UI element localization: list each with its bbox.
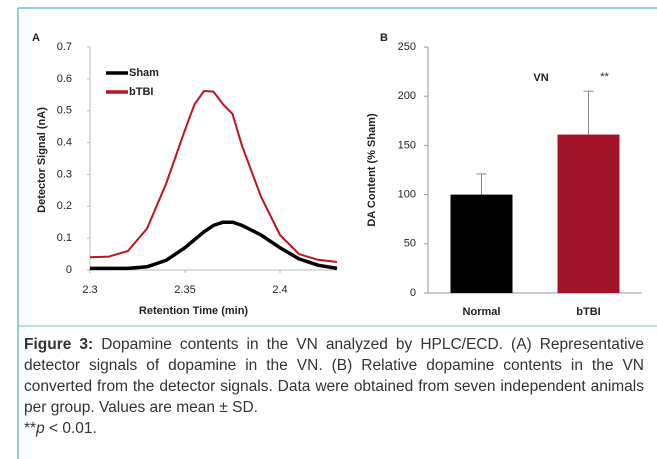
x-tick-label: 2.35 (174, 284, 195, 296)
significance: ** (600, 71, 609, 83)
legend-label: bTBI (129, 86, 153, 98)
bar (450, 194, 513, 293)
y-tick-label: 0.7 (57, 41, 72, 53)
caption-sig: ** (24, 420, 37, 437)
bar (557, 134, 620, 293)
y-tick-label: 0.5 (57, 105, 72, 117)
y-tick-label: 0.3 (57, 168, 72, 180)
x-tick-label: Normal (463, 306, 501, 318)
y-tick-label: 50 (404, 238, 416, 250)
caption-text: Dopamine contents in the VN analyzed by … (24, 336, 644, 416)
panel-label: A (32, 32, 40, 44)
y-tick-label: 0.2 (57, 200, 72, 212)
y-tick-label: 200 (398, 90, 416, 102)
x-tick-label: 2.4 (272, 284, 287, 296)
y-tick-label: 0.4 (57, 136, 72, 148)
y-tick-label: 0.1 (57, 232, 72, 244)
y-tick-label: 150 (398, 139, 416, 151)
y-tick-label: 0 (410, 287, 416, 299)
x-tick-label: bTBI (576, 306, 600, 318)
y-tick-label: 0.6 (57, 73, 72, 85)
series-line (89, 90, 338, 263)
y-axis-label: DA Content (% Sham) (366, 113, 378, 227)
legend-label: Sham (129, 67, 159, 79)
x-axis-label: Retention Time (min) (139, 305, 249, 317)
y-tick-label: 250 (398, 41, 416, 53)
caption-p: p (36, 420, 45, 437)
caption: Figure 3: Dopamine contents in the VN an… (24, 334, 644, 439)
x-tick-label: 2.3 (82, 284, 97, 296)
y-tick-label: 100 (398, 189, 416, 201)
y-tick-label: 0 (66, 264, 72, 276)
panel-label: B (380, 32, 388, 44)
chart-title: VN (533, 72, 548, 84)
y-axis-label: Detector Signal (nA) (36, 107, 48, 213)
caption-sig-rest: < 0.01. (44, 420, 97, 437)
caption-label: Figure 3: (24, 336, 94, 353)
series-line (90, 220, 338, 271)
